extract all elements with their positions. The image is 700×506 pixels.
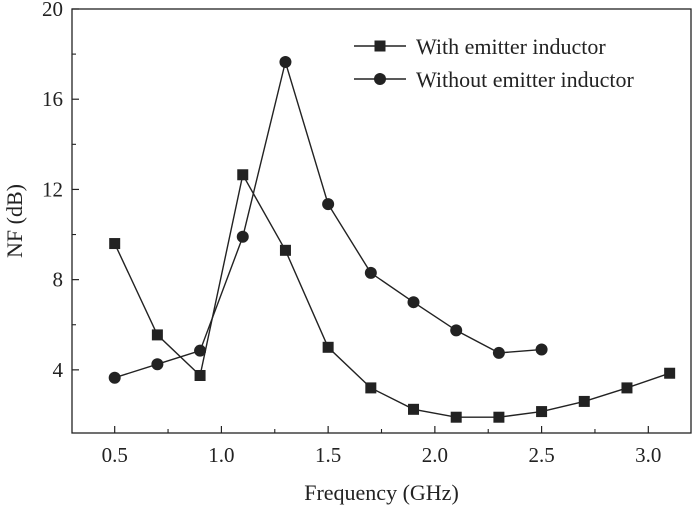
- plot-area: [108, 56, 676, 423]
- data-point: [237, 169, 249, 181]
- series-line: [114, 59, 542, 379]
- data-point: [322, 198, 335, 211]
- data-point: [194, 369, 206, 381]
- series-2: [108, 56, 548, 384]
- y-tick-label: 8: [53, 268, 64, 292]
- data-point: [664, 367, 676, 379]
- axes: 0.5 1.0 1.5 2.0 2.5 3.0 4 8 12 16 20: [42, 0, 692, 467]
- series-1: [109, 169, 676, 423]
- data-point: [109, 238, 121, 250]
- x-axis-title: Frequency (GHz): [304, 480, 459, 505]
- data-point: [279, 244, 291, 256]
- x-tick-label: 3.0: [635, 443, 661, 467]
- y-tick-label: 20: [42, 0, 63, 21]
- x-tick-label: 2.5: [528, 443, 554, 467]
- data-point: [408, 403, 420, 415]
- data-point: [535, 343, 548, 356]
- legend: With emitter inductor Without emitter ind…: [354, 34, 635, 92]
- legend-label: Without emitter inductor: [416, 67, 635, 92]
- data-point: [536, 406, 548, 418]
- y-tick-label: 12: [42, 177, 63, 201]
- data-point: [194, 344, 207, 357]
- data-point: [450, 411, 462, 423]
- data-point: [621, 382, 633, 394]
- data-point: [493, 411, 505, 423]
- legend-item: Without emitter inductor: [354, 67, 635, 92]
- legend-label: With emitter inductor: [416, 34, 606, 59]
- data-point: [151, 329, 163, 341]
- y-tick-label: 4: [53, 358, 64, 382]
- data-point: [322, 341, 334, 353]
- data-point: [279, 56, 292, 68]
- y-tick-label: 16: [42, 87, 63, 111]
- data-point: [108, 371, 121, 384]
- data-point: [407, 296, 420, 309]
- x-tick-label: 1.5: [315, 443, 341, 467]
- data-point: [364, 266, 377, 279]
- x-tick-label: 0.5: [102, 443, 128, 467]
- y-axis-title: NF (dB): [2, 184, 27, 258]
- data-point: [492, 346, 505, 359]
- data-point: [236, 230, 249, 243]
- x-tick-label: 1.0: [208, 443, 234, 467]
- series-line: [114, 172, 670, 418]
- legend-marker: [374, 73, 386, 85]
- legend-marker: [374, 40, 386, 52]
- data-point: [365, 382, 377, 394]
- legend-item: With emitter inductor: [354, 34, 606, 59]
- x-tick-label: 2.0: [422, 443, 448, 467]
- data-point: [578, 395, 590, 407]
- data-point: [151, 358, 164, 371]
- data-point: [450, 324, 463, 337]
